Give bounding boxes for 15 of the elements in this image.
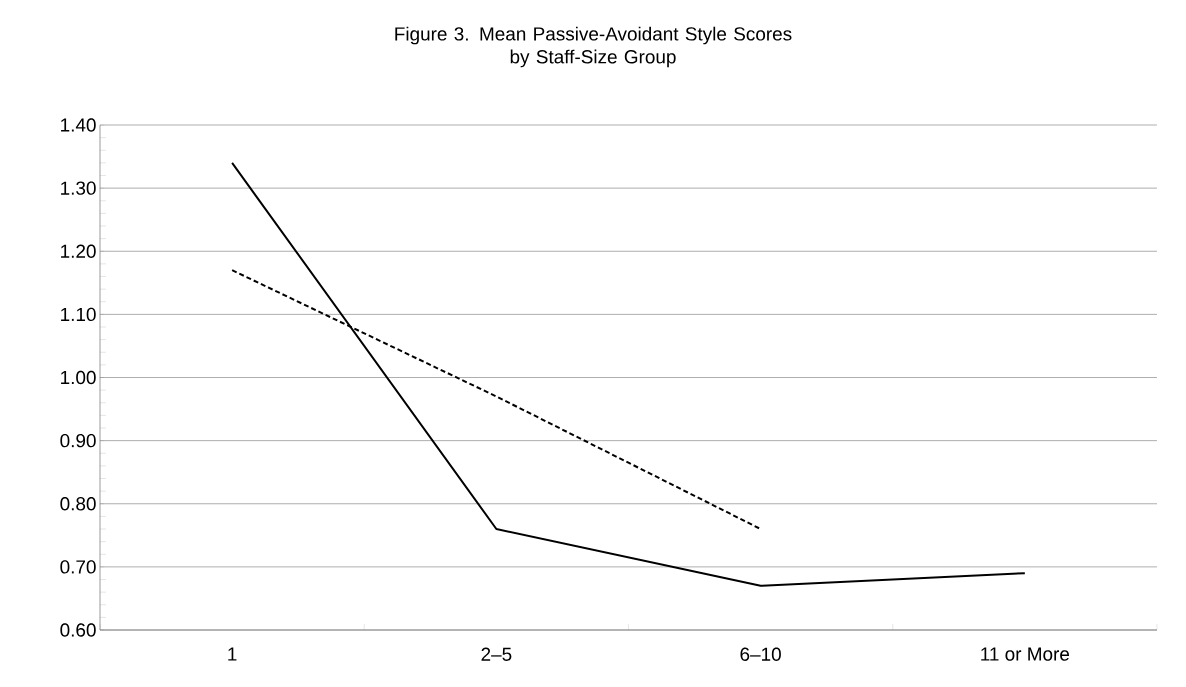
- y-tick-label: 0.80: [60, 497, 96, 511]
- y-tick-label: 0.70: [60, 560, 96, 574]
- chart-title: Figure 3. Mean Passive-Avoidant Style Scores by Staff-Size Group: [395, 26, 792, 68]
- y-tick-label: 1.10: [61, 307, 96, 322]
- y-tick-label: 1.20: [61, 244, 96, 258]
- x-tick-label: 11 or More: [981, 647, 1070, 661]
- line-series: [231, 161, 1026, 587]
- x-tick-label: 1: [228, 647, 237, 661]
- y-tick-label: 0.90: [60, 433, 96, 448]
- y-tick-label: 0.60: [60, 623, 96, 637]
- x-tick-label: 6–10: [740, 647, 781, 661]
- y-tick-label: 1.40: [61, 118, 96, 132]
- y-tick-label: 1.00: [61, 370, 96, 385]
- x-tick-label: 2–5: [481, 647, 512, 661]
- y-tick-label: 1.30: [61, 181, 96, 195]
